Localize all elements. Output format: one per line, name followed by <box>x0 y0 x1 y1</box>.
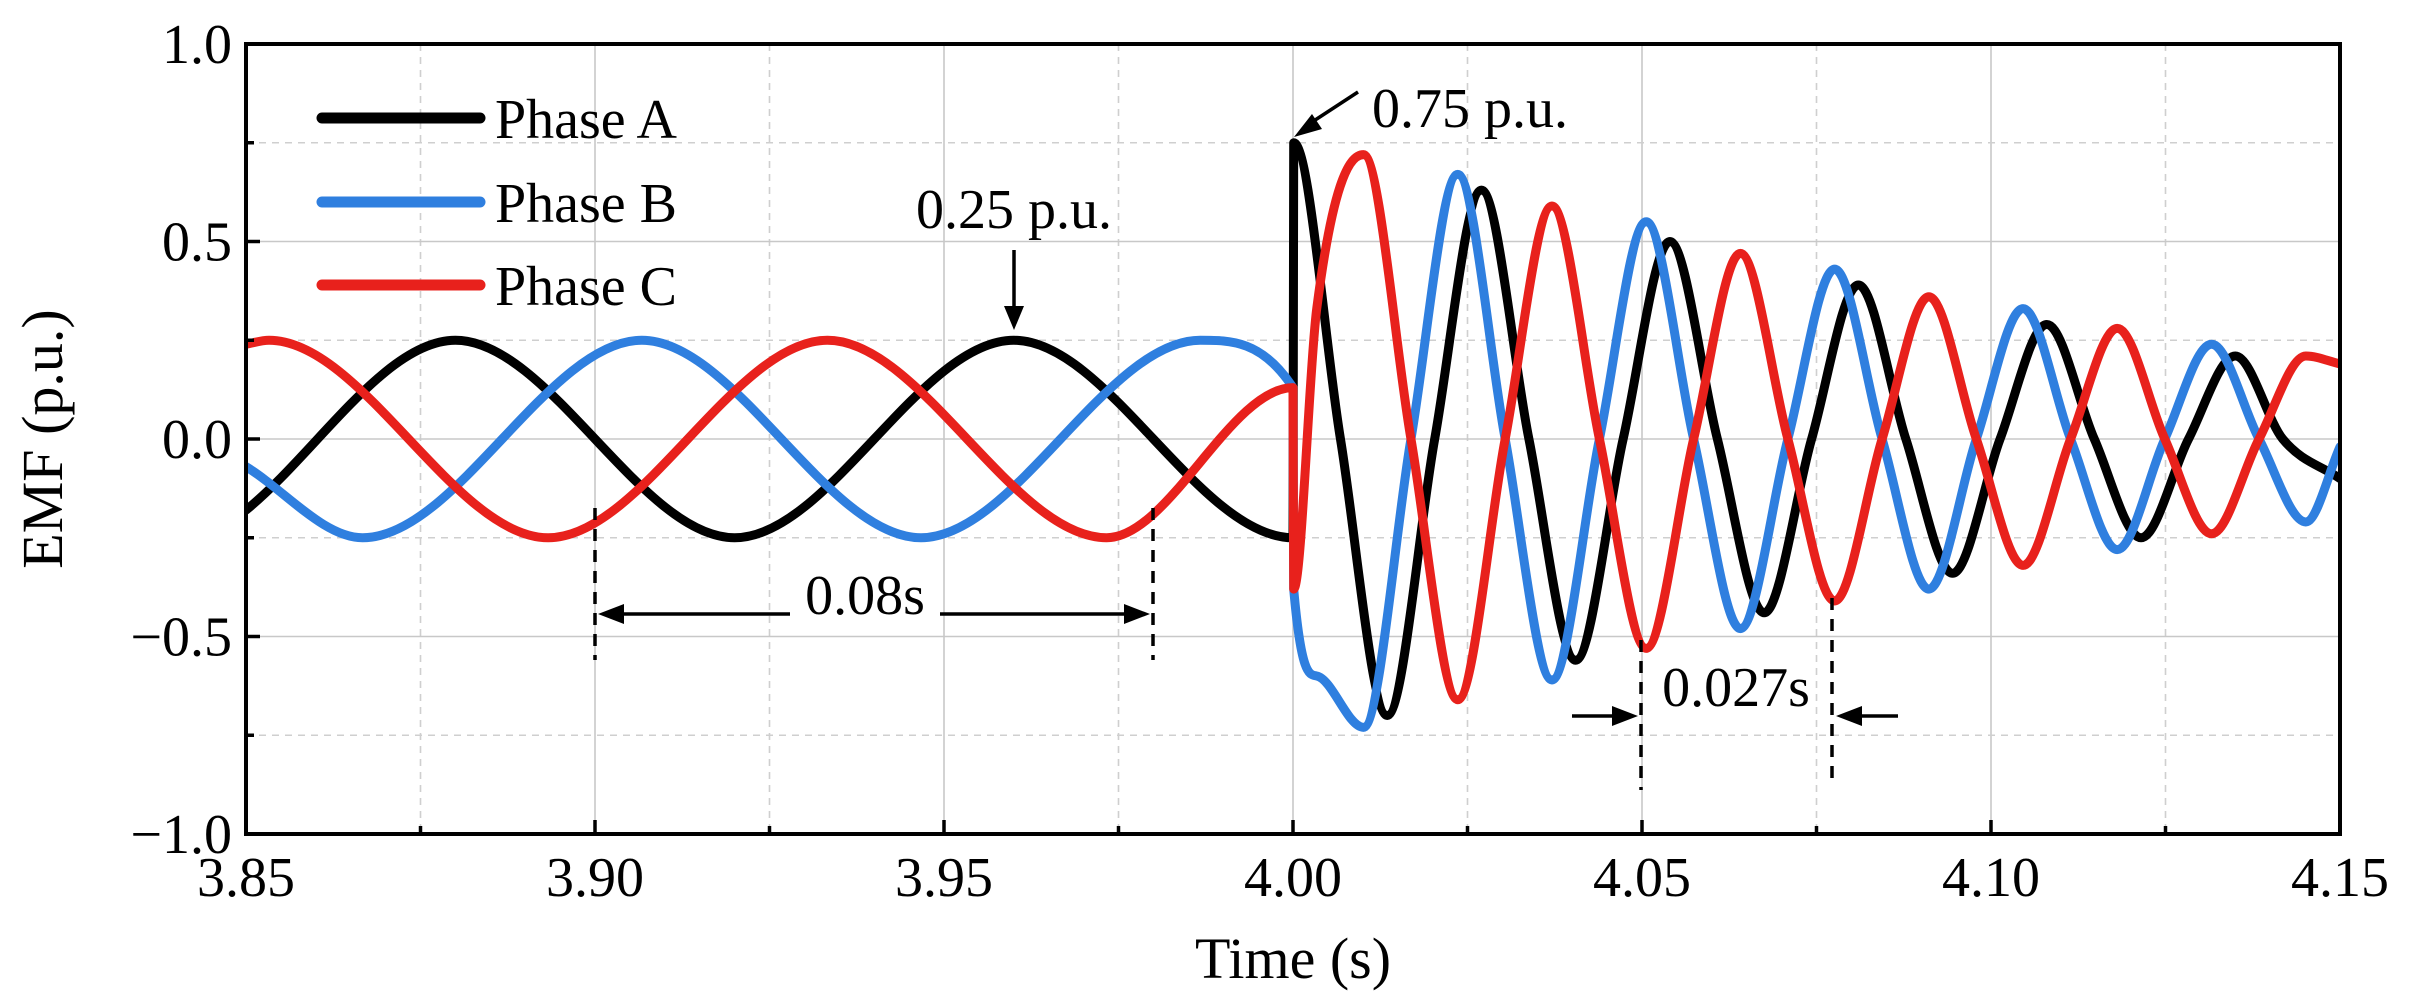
legend-item-phase-b: Phase B <box>316 173 677 235</box>
y-tick-label: 1.0 <box>162 14 232 76</box>
annotation-period-0027: 0.027s <box>1572 598 1898 790</box>
x-tick-label: 3.85 <box>197 847 295 909</box>
series-line-phase-b <box>246 169 2340 732</box>
y-tick-label: 0.5 <box>162 212 232 274</box>
annotation-label-025: 0.25 p.u. <box>916 179 1112 241</box>
annotation-arrowhead-left-008 <box>598 604 624 624</box>
axis-ticks: 3.85 3.90 3.95 4.00 4.05 4.10 4.15 −1.0 −0.5 0.0 0… <box>130 14 2389 909</box>
annotation-arrowhead-right-008 <box>1124 604 1150 624</box>
legend-item-phase-c: Phase C <box>316 256 677 318</box>
annotation-period-008: 0.08s <box>593 508 1155 660</box>
y-tick-label: −0.5 <box>130 607 232 669</box>
annotation-arrowhead-left-0027 <box>1612 706 1638 726</box>
x-axis-title: Time (s) <box>1195 926 1391 991</box>
legend-label-phase-c: Phase C <box>495 256 677 318</box>
annotation-arrowhead-075 <box>1294 114 1322 137</box>
x-tick-label: 4.15 <box>2291 847 2389 909</box>
series-lines <box>246 138 2340 732</box>
annotation-peak-075: 0.75 p.u. <box>1294 78 1568 140</box>
x-tick-label: 3.95 <box>895 847 993 909</box>
annotation-peak-025: 0.25 p.u. <box>916 179 1112 330</box>
legend: Phase A Phase B Phase C <box>316 89 678 318</box>
annotation-label-008: 0.08s <box>805 565 925 627</box>
series-line-phase-c <box>246 150 2340 705</box>
annotation-arrowhead-025 <box>1004 306 1024 330</box>
x-tick-label: 3.90 <box>546 847 644 909</box>
legend-label-phase-a: Phase A <box>495 89 678 151</box>
y-axis-title: EMF (p.u.) <box>10 309 75 568</box>
y-tick-label: 0.0 <box>162 409 232 471</box>
annotation-label-075: 0.75 p.u. <box>1372 78 1568 140</box>
annotation-arrowhead-right-0027 <box>1836 706 1862 726</box>
annotation-label-0027: 0.027s <box>1662 657 1810 719</box>
x-tick-label: 4.00 <box>1244 847 1342 909</box>
x-tick-label: 4.05 <box>1593 847 1691 909</box>
legend-label-phase-b: Phase B <box>495 173 677 235</box>
x-tick-label: 4.10 <box>1942 847 2040 909</box>
y-tick-label: −1.0 <box>130 804 232 866</box>
legend-item-phase-a: Phase A <box>316 89 678 151</box>
